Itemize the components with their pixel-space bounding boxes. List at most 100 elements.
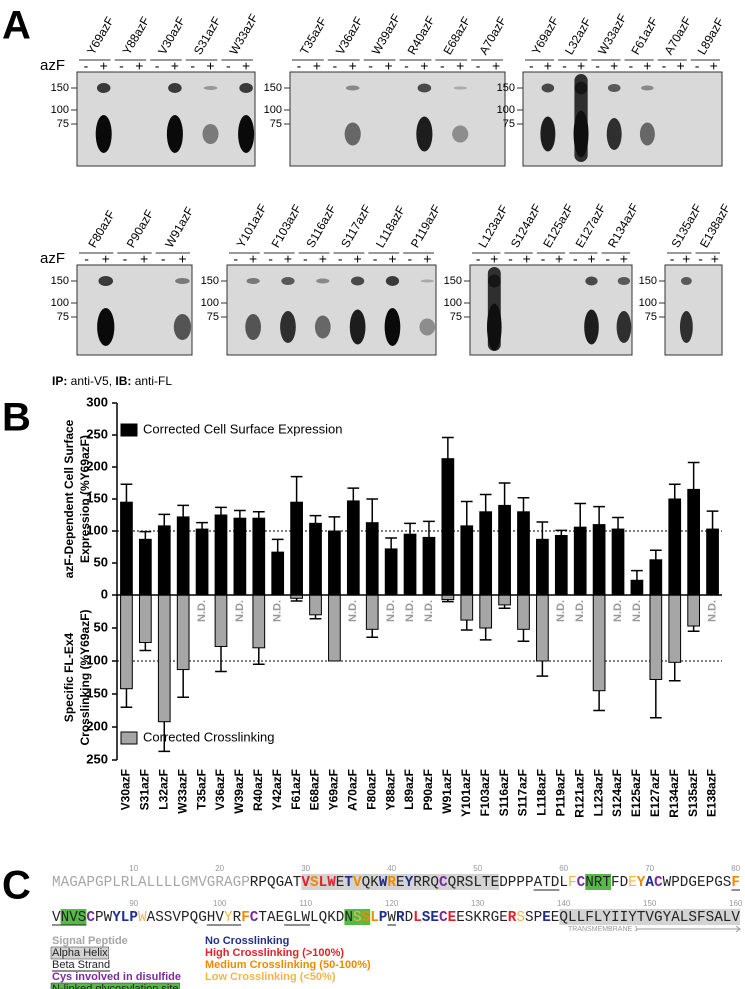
- lane-sign: +: [490, 251, 498, 267]
- lane-sign: +: [135, 58, 143, 74]
- error-bar: [234, 509, 246, 519]
- sequence-segment: MAGAPGPLRLALLLLGMVGRAGP: [52, 875, 250, 891]
- glyco-bg: [585, 874, 611, 890]
- bar: [498, 594, 511, 606]
- lane-sign: -: [268, 251, 273, 267]
- error-bar: [574, 502, 587, 528]
- lane-sign: +: [171, 58, 179, 74]
- lane-sign: +: [313, 58, 321, 74]
- band: [345, 85, 360, 91]
- y-tick-label: 100: [86, 522, 108, 537]
- helix-bg: [361, 874, 379, 890]
- bar: [517, 511, 530, 596]
- lane-label: A70azF: [661, 14, 694, 57]
- bar: [498, 504, 511, 596]
- lane-label: T35azF: [297, 15, 329, 57]
- sequence-segment: D: [405, 910, 414, 926]
- x-tick-label: S117azF: [516, 769, 530, 816]
- lane-label: F80azF: [85, 208, 117, 250]
- band: [175, 278, 190, 284]
- error-bar: [404, 522, 416, 535]
- sequence-segment: R: [387, 875, 396, 891]
- legend-item: Beta Strand: [52, 959, 110, 971]
- lane-label: R40azF: [405, 14, 438, 57]
- error-bar: [593, 505, 605, 525]
- lane-label: P90azF: [124, 207, 157, 250]
- bar: [460, 594, 474, 621]
- bar: [157, 525, 171, 596]
- sequence-segment: V: [52, 910, 61, 926]
- caption: anti-FL: [131, 374, 172, 388]
- marker-label: 150: [51, 82, 69, 94]
- bar: [309, 594, 322, 616]
- lane-sign: +: [420, 58, 428, 74]
- sequence-segment: E: [542, 910, 551, 926]
- lane-sign: -: [662, 58, 667, 74]
- band: [384, 308, 401, 346]
- lane-sign: +: [178, 251, 186, 267]
- position-number: 30: [301, 864, 310, 873]
- glyco-bg: [353, 909, 362, 925]
- sequence-segment: E: [448, 910, 457, 926]
- na-label: N.D.: [612, 600, 624, 622]
- sequence-segment: N: [344, 910, 353, 926]
- lane-label: E127azF: [573, 201, 609, 250]
- sequence-segment: F: [731, 875, 740, 891]
- lane-sign: -: [508, 251, 513, 267]
- y2-axis-title: Specific FL-Ex4: [62, 633, 76, 723]
- band: [641, 85, 654, 91]
- blot: [664, 264, 723, 356]
- lane-sign: -: [226, 58, 231, 74]
- legend-bg: [50, 982, 180, 989]
- lane-label: A70azF: [476, 14, 509, 57]
- error-bar: [158, 721, 171, 753]
- marker-label: 100: [51, 104, 69, 116]
- x-tick-label: L89azF: [402, 769, 416, 810]
- lane-sign: -: [628, 58, 633, 74]
- lane-label: Y88azF: [120, 14, 153, 57]
- band: [351, 276, 365, 286]
- helix-bg: [396, 874, 405, 890]
- lane-label: F61azF: [628, 15, 660, 57]
- bar: [214, 514, 228, 596]
- sequence-segment: S: [353, 910, 362, 926]
- band: [97, 308, 115, 346]
- marker-label: 75: [57, 311, 69, 323]
- sequence-segment: R: [396, 910, 405, 926]
- lane-sign: -: [562, 58, 567, 74]
- lane-sign: +: [249, 251, 257, 267]
- lane-label: S117azF: [338, 202, 374, 250]
- bar: [536, 538, 549, 596]
- marker-label: 75: [57, 118, 69, 130]
- error-bar: [460, 620, 473, 631]
- legend-item: High Crosslinking (>100%): [205, 947, 344, 959]
- bar: [365, 594, 379, 630]
- sequence-segment: QLLFLYIIYTVGYALSFSALV: [559, 910, 740, 926]
- blot: [226, 264, 437, 356]
- glyco-bg: [60, 909, 87, 925]
- error-bar: [158, 513, 171, 526]
- sequence-segment: LQKD: [310, 910, 344, 926]
- x-tick-label: V30azF: [119, 769, 133, 810]
- x-tick-label: A70azF: [346, 769, 360, 811]
- bar: [271, 551, 285, 596]
- marker-label: 100: [639, 297, 657, 309]
- helix-bg: [387, 874, 396, 890]
- x-tick-label: V36azF: [213, 769, 227, 810]
- y2-tick-label: 150: [86, 685, 108, 700]
- lane-label: Y101azF: [234, 201, 270, 250]
- sequence-segment: T: [344, 875, 353, 891]
- bar: [573, 526, 587, 596]
- position-number: 60: [559, 864, 568, 873]
- error-bar: [252, 511, 265, 519]
- blot: [522, 71, 723, 167]
- bar: [649, 594, 663, 680]
- error-bar: [441, 436, 454, 459]
- helix-bg: [559, 909, 740, 925]
- sequence-segment: SP: [525, 910, 542, 926]
- error-bar: [536, 661, 549, 677]
- sequence-segment: S: [362, 910, 371, 926]
- sequence-segment: QK: [362, 875, 380, 891]
- sequence-segment: GLW: [284, 910, 310, 926]
- legend-item: Low Crosslinking (<50%): [205, 971, 336, 983]
